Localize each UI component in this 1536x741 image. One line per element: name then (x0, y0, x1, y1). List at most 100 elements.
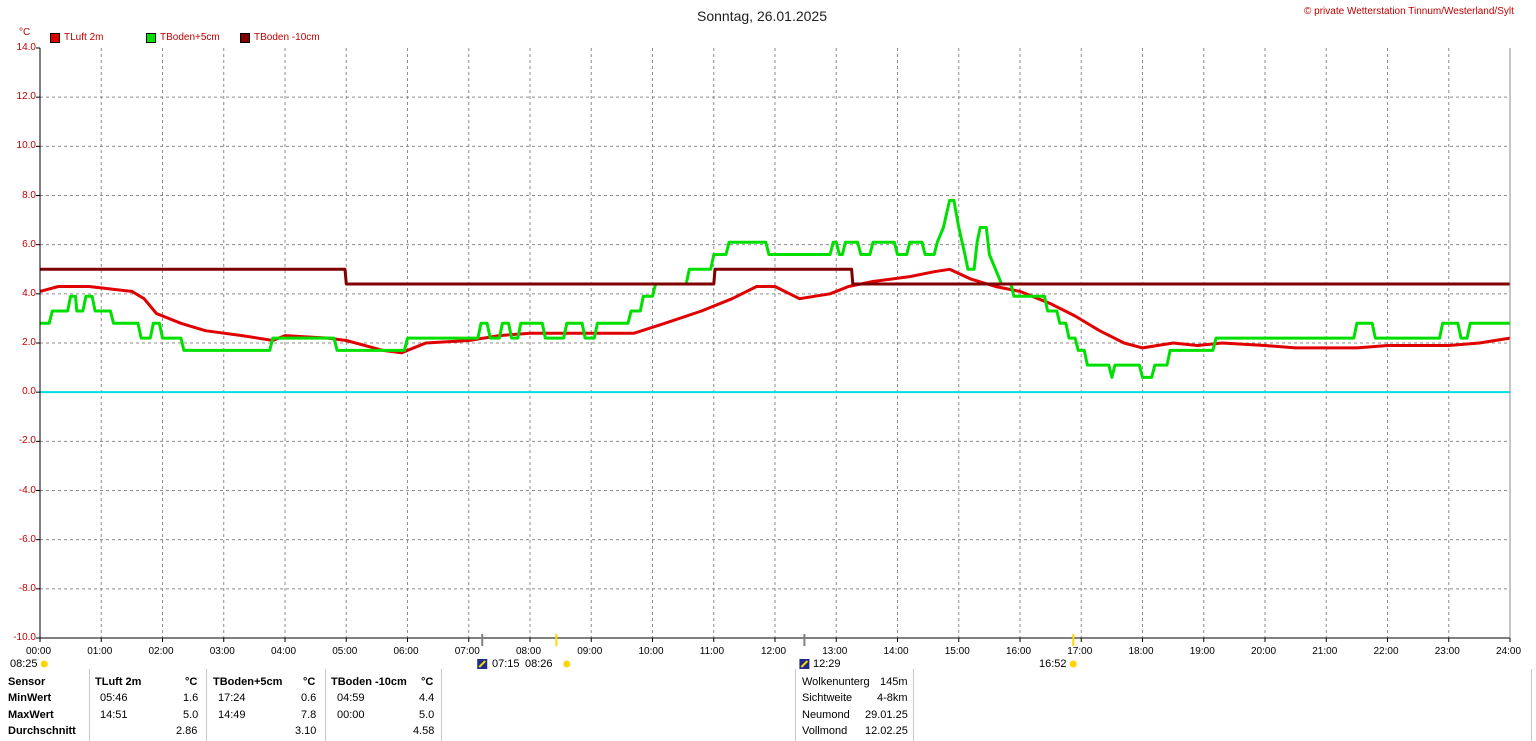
legend-label: TBoden+5cm (160, 32, 220, 43)
y-tick-label: 10.0 (16, 140, 36, 152)
tboden10-avg: 4.58 (413, 725, 435, 737)
grid-lines (40, 48, 1510, 638)
y-tick-label: -6.0 (18, 533, 36, 545)
tboden10-max: 5.0 (419, 709, 435, 721)
legend-swatch (50, 33, 60, 43)
col-unit-tboden5: °C (303, 676, 316, 688)
x-tick-label: 13:00 (822, 646, 848, 657)
y-tick-label: 8.0 (22, 189, 36, 201)
x-tick-label: 10:00 (638, 646, 664, 657)
series-line-0 (39, 267, 1511, 355)
sun-icon (563, 660, 571, 668)
x-tick-label: 18:00 (1128, 646, 1154, 657)
y-tick-label: 2.0 (22, 337, 36, 348)
x-tick-label: 07:00 (454, 646, 480, 657)
x-tick-label: 01:00 (87, 646, 113, 657)
table-divider (89, 669, 90, 741)
x-tick-label: 14:00 (883, 646, 909, 657)
row-label-min: MinWert (8, 692, 52, 704)
row-label-avg: Durchschnitt (8, 725, 76, 737)
info-label-newmoon: Neumond (802, 709, 850, 721)
tboden10-max-time: 00:00 (337, 709, 365, 721)
tboden5-max-time: 14:49 (218, 709, 246, 721)
moon-icon-glyph (800, 660, 809, 668)
x-tick-label: 02:00 (148, 646, 174, 657)
x-tick-label: 09:00 (577, 646, 603, 657)
sunrise-actual-time: 08:26 (525, 658, 553, 670)
x-tick-label: 00:00 (26, 646, 52, 657)
y-tick-label: 14.0 (16, 42, 36, 53)
table-divider (441, 669, 442, 741)
tluft-max-time: 14:51 (100, 709, 128, 721)
legend-swatch (146, 33, 156, 43)
tluft-avg: 2.86 (176, 725, 198, 737)
legend-label: TLuft 2m (64, 32, 104, 43)
x-tick-label: 05:00 (332, 646, 358, 657)
x-tick-label: 22:00 (1373, 646, 1399, 657)
legend-swatch (240, 33, 250, 43)
tboden10-min-time: 04:59 (337, 692, 365, 704)
y-unit-label: °C (19, 27, 31, 38)
moon-time: 12:29 (813, 658, 841, 670)
y-tick-label: 6.0 (22, 238, 36, 250)
x-tick-label: 16:00 (1006, 646, 1032, 657)
x-tick-label: 23:00 (1434, 646, 1460, 657)
x-tick-label: 24:00 (1496, 646, 1522, 657)
tluft-min: 1.6 (183, 692, 199, 704)
time-markers (40, 634, 1077, 669)
chart-title: Sonntag, 26.01.2025 (697, 8, 828, 24)
x-tick-label: 06:00 (393, 646, 419, 657)
series-lines (39, 198, 1511, 379)
x-tick-label: 08:00 (516, 646, 542, 657)
tboden5-min-time: 17:24 (218, 692, 246, 704)
info-label-visibility: Sichtweite (802, 692, 853, 704)
moon-icon-glyph (478, 660, 486, 668)
copyright-text: © private Wetterstation Tinnum/Westerlan… (1304, 6, 1514, 17)
x-tick-label: 03:00 (209, 646, 235, 657)
sun-icon (1069, 660, 1077, 668)
info-divider (913, 669, 914, 741)
civil-dawn-time: 07:15 (492, 658, 520, 670)
tboden5-max: 7.8 (301, 709, 317, 721)
tboden5-avg: 3.10 (295, 725, 317, 737)
table-divider (206, 669, 207, 741)
legend-label: TBoden -10cm (254, 32, 320, 43)
table-divider (325, 669, 326, 741)
x-tick-label: 12:00 (761, 646, 787, 657)
x-tick-label: 21:00 (1312, 646, 1338, 657)
x-tick-label: 04:00 (271, 646, 297, 657)
info-label-cloudbase: Wolkenunterg (802, 676, 870, 688)
x-tick-label: 11:00 (699, 646, 725, 657)
info-value-cloudbase: 145m (880, 676, 908, 688)
info-divider (1531, 669, 1532, 741)
info-value-fullmoon: 12.02.25 (865, 725, 908, 737)
col-unit-tluft: °C (185, 676, 198, 688)
col-unit-tboden10: °C (421, 676, 434, 688)
y-tick-label: 0.0 (22, 386, 36, 398)
y-tick-label: -10.0 (13, 632, 36, 643)
info-value-newmoon: 29.01.25 (865, 709, 908, 721)
sun-icon (40, 660, 48, 668)
col-header-tluft: TLuft 2m (95, 676, 142, 688)
tboden5-min: 0.6 (301, 692, 317, 704)
y-tick-label: -2.0 (18, 435, 36, 447)
x-tick-label: 19:00 (1189, 646, 1215, 657)
row-label-sensor: Sensor (8, 676, 46, 688)
series-line-1 (40, 198, 1510, 379)
tluft-max: 5.0 (183, 709, 199, 721)
sunset-time: 16:52 (1039, 658, 1067, 670)
col-header-tboden10: TBoden -10cm (331, 676, 407, 688)
y-tick-label: 12.0 (16, 91, 36, 103)
y-tick-label: -4.0 (18, 484, 36, 496)
info-value-visibility: 4-8km (877, 692, 908, 704)
x-tick-label: 15:00 (944, 646, 970, 657)
info-label-fullmoon: Vollmond (802, 725, 848, 737)
axes (36, 47, 1511, 642)
series-line-2 (40, 267, 1510, 286)
sunrise-time: 08:25 (10, 658, 38, 670)
tluft-min-time: 05:46 (100, 692, 128, 704)
tboden10-min: 4.4 (419, 692, 435, 704)
row-label-max: MaxWert (8, 709, 54, 721)
y-tick-label: 4.0 (22, 287, 36, 299)
